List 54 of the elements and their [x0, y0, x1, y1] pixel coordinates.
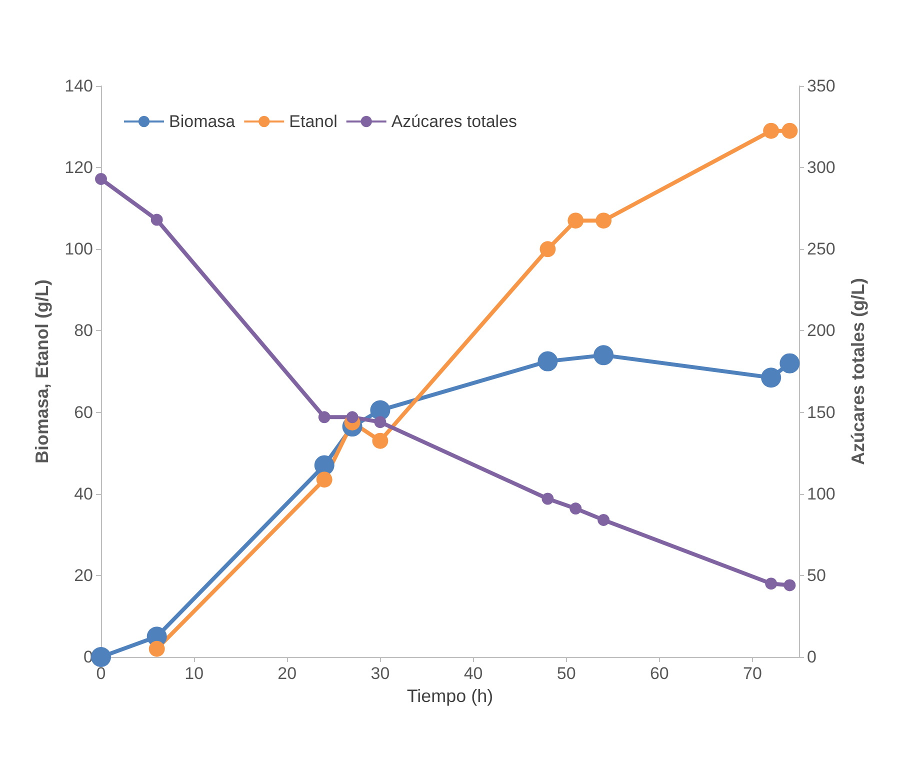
point [314, 455, 334, 476]
y-tick-label: 20 [74, 566, 93, 585]
point [780, 353, 800, 374]
point [346, 411, 358, 424]
point [568, 212, 584, 229]
x-axis-title: Tiempo (h) [406, 686, 494, 706]
point [540, 241, 556, 258]
y2-tick-label: 150 [807, 402, 836, 422]
y-tick-label: 40 [74, 484, 93, 504]
point [316, 472, 332, 488]
point [782, 122, 798, 139]
y2-tick-label: 200 [807, 321, 836, 340]
y2-tick-label: 300 [807, 158, 836, 178]
x-tick-label: 10 [184, 664, 204, 683]
point [596, 212, 612, 229]
y-axis-title: Biomasa, Etanol (g/L) [32, 279, 52, 464]
legend-label: Biomasa [169, 112, 236, 131]
point [761, 368, 782, 388]
point [784, 579, 796, 592]
point [372, 432, 388, 449]
y-tick-label: 80 [74, 321, 93, 340]
point [148, 640, 165, 657]
y2-axis-title: Azúcares totales (g/L) [848, 278, 868, 466]
y-tick-label: 60 [74, 402, 93, 422]
y2-tick-label: 350 [807, 76, 836, 96]
point [95, 172, 107, 185]
legend-label: Etanol [289, 112, 338, 131]
point [374, 416, 386, 428]
point [763, 122, 780, 139]
legend-label: Azúcares totales [391, 112, 518, 131]
point [765, 578, 778, 590]
y-tick-label: 100 [64, 240, 93, 259]
x-tick-label: 50 [556, 664, 576, 683]
x-tick-label: 70 [743, 664, 762, 683]
x-tick-label: 40 [464, 664, 483, 683]
x-tick-label: 0 [96, 664, 106, 683]
point [150, 214, 163, 226]
point [542, 492, 554, 505]
y-tick-label: 120 [64, 158, 93, 178]
y2-tick-label: 250 [807, 240, 836, 259]
x-tick-label: 20 [278, 664, 297, 683]
point [370, 400, 390, 420]
y-tick-label: 140 [64, 76, 93, 96]
x-tick-label: 60 [650, 664, 669, 683]
y2-tick-label: 100 [807, 484, 836, 504]
y2-tick-label: 50 [807, 566, 826, 585]
point [598, 514, 610, 526]
y2-tick-label: 0 [807, 648, 816, 666]
point [594, 345, 614, 366]
point [538, 351, 558, 372]
point [91, 647, 111, 667]
x-tick-label: 30 [370, 664, 390, 683]
point [570, 502, 582, 515]
point [318, 411, 330, 424]
